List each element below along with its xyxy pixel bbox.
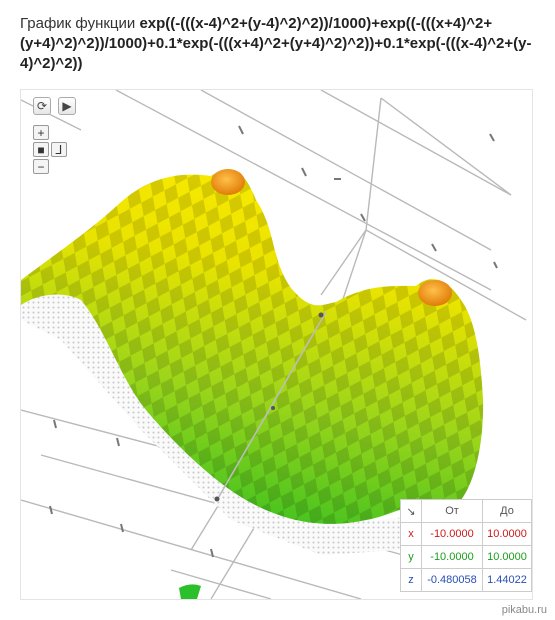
- z-from-field[interactable]: -0.480058: [421, 568, 483, 592]
- plus-icon: +: [37, 125, 45, 140]
- minus-icon: −: [37, 159, 45, 174]
- front-axis-line: [216, 311, 327, 501]
- title-formula: exp((-(((x-4)^2+(y-4)^2)^2))/1000)+exp((…: [20, 15, 532, 72]
- refresh-icon: ⟳: [36, 99, 48, 113]
- axes-icon: ⅃: [55, 142, 63, 157]
- axes-button[interactable]: ⅃: [51, 142, 67, 157]
- reset-view-button[interactable]: ⟳: [33, 97, 51, 115]
- peak-right: [418, 280, 452, 306]
- range-row-y: y -10.0000 10.0000: [400, 545, 532, 569]
- surface-mesh: [21, 169, 484, 524]
- z-to-field[interactable]: 1.44022: [482, 568, 532, 592]
- play-icon: ▶: [62, 99, 72, 113]
- axis-points: [214, 312, 324, 502]
- zoom-out-button[interactable]: −: [33, 159, 49, 174]
- axis-label-x: x: [400, 522, 422, 546]
- x-to-field[interactable]: 10.0000: [482, 522, 532, 546]
- range-corner: ↘: [400, 499, 422, 523]
- title-prefix: График функции: [20, 15, 140, 32]
- surface-fragment: [179, 584, 201, 599]
- x-from-field[interactable]: -10.0000: [421, 522, 483, 546]
- graph-3d-viewport[interactable]: ⟳ ▶ + ■ ⅃ − ↘ От До x -10.0000 10.0000 y…: [20, 89, 533, 600]
- y-from-field[interactable]: -10.0000: [421, 545, 483, 569]
- range-table: ↘ От До x -10.0000 10.0000 y -10.0000 10…: [400, 499, 532, 592]
- watermark: pikabu.ru: [501, 604, 547, 616]
- camera-icon: ■: [37, 142, 45, 157]
- axis-ticks: [49, 125, 498, 558]
- peak-left: [211, 169, 245, 195]
- play-button[interactable]: ▶: [58, 97, 76, 115]
- y-to-field[interactable]: 10.0000: [482, 545, 532, 569]
- range-row-z: z -0.480058 1.44022: [400, 568, 532, 592]
- axis-label-z: z: [400, 568, 422, 592]
- zoom-in-button[interactable]: +: [33, 125, 49, 140]
- range-header-from: От: [421, 499, 483, 523]
- camera-button[interactable]: ■: [33, 142, 49, 157]
- axis-label-y: y: [400, 545, 422, 569]
- page-title: График функции exp((-(((x-4)^2+(y-4)^2)^…: [20, 14, 540, 74]
- surface-plot: [21, 90, 527, 599]
- range-header-to: До: [482, 499, 532, 523]
- range-row-x: x -10.0000 10.0000: [400, 522, 532, 546]
